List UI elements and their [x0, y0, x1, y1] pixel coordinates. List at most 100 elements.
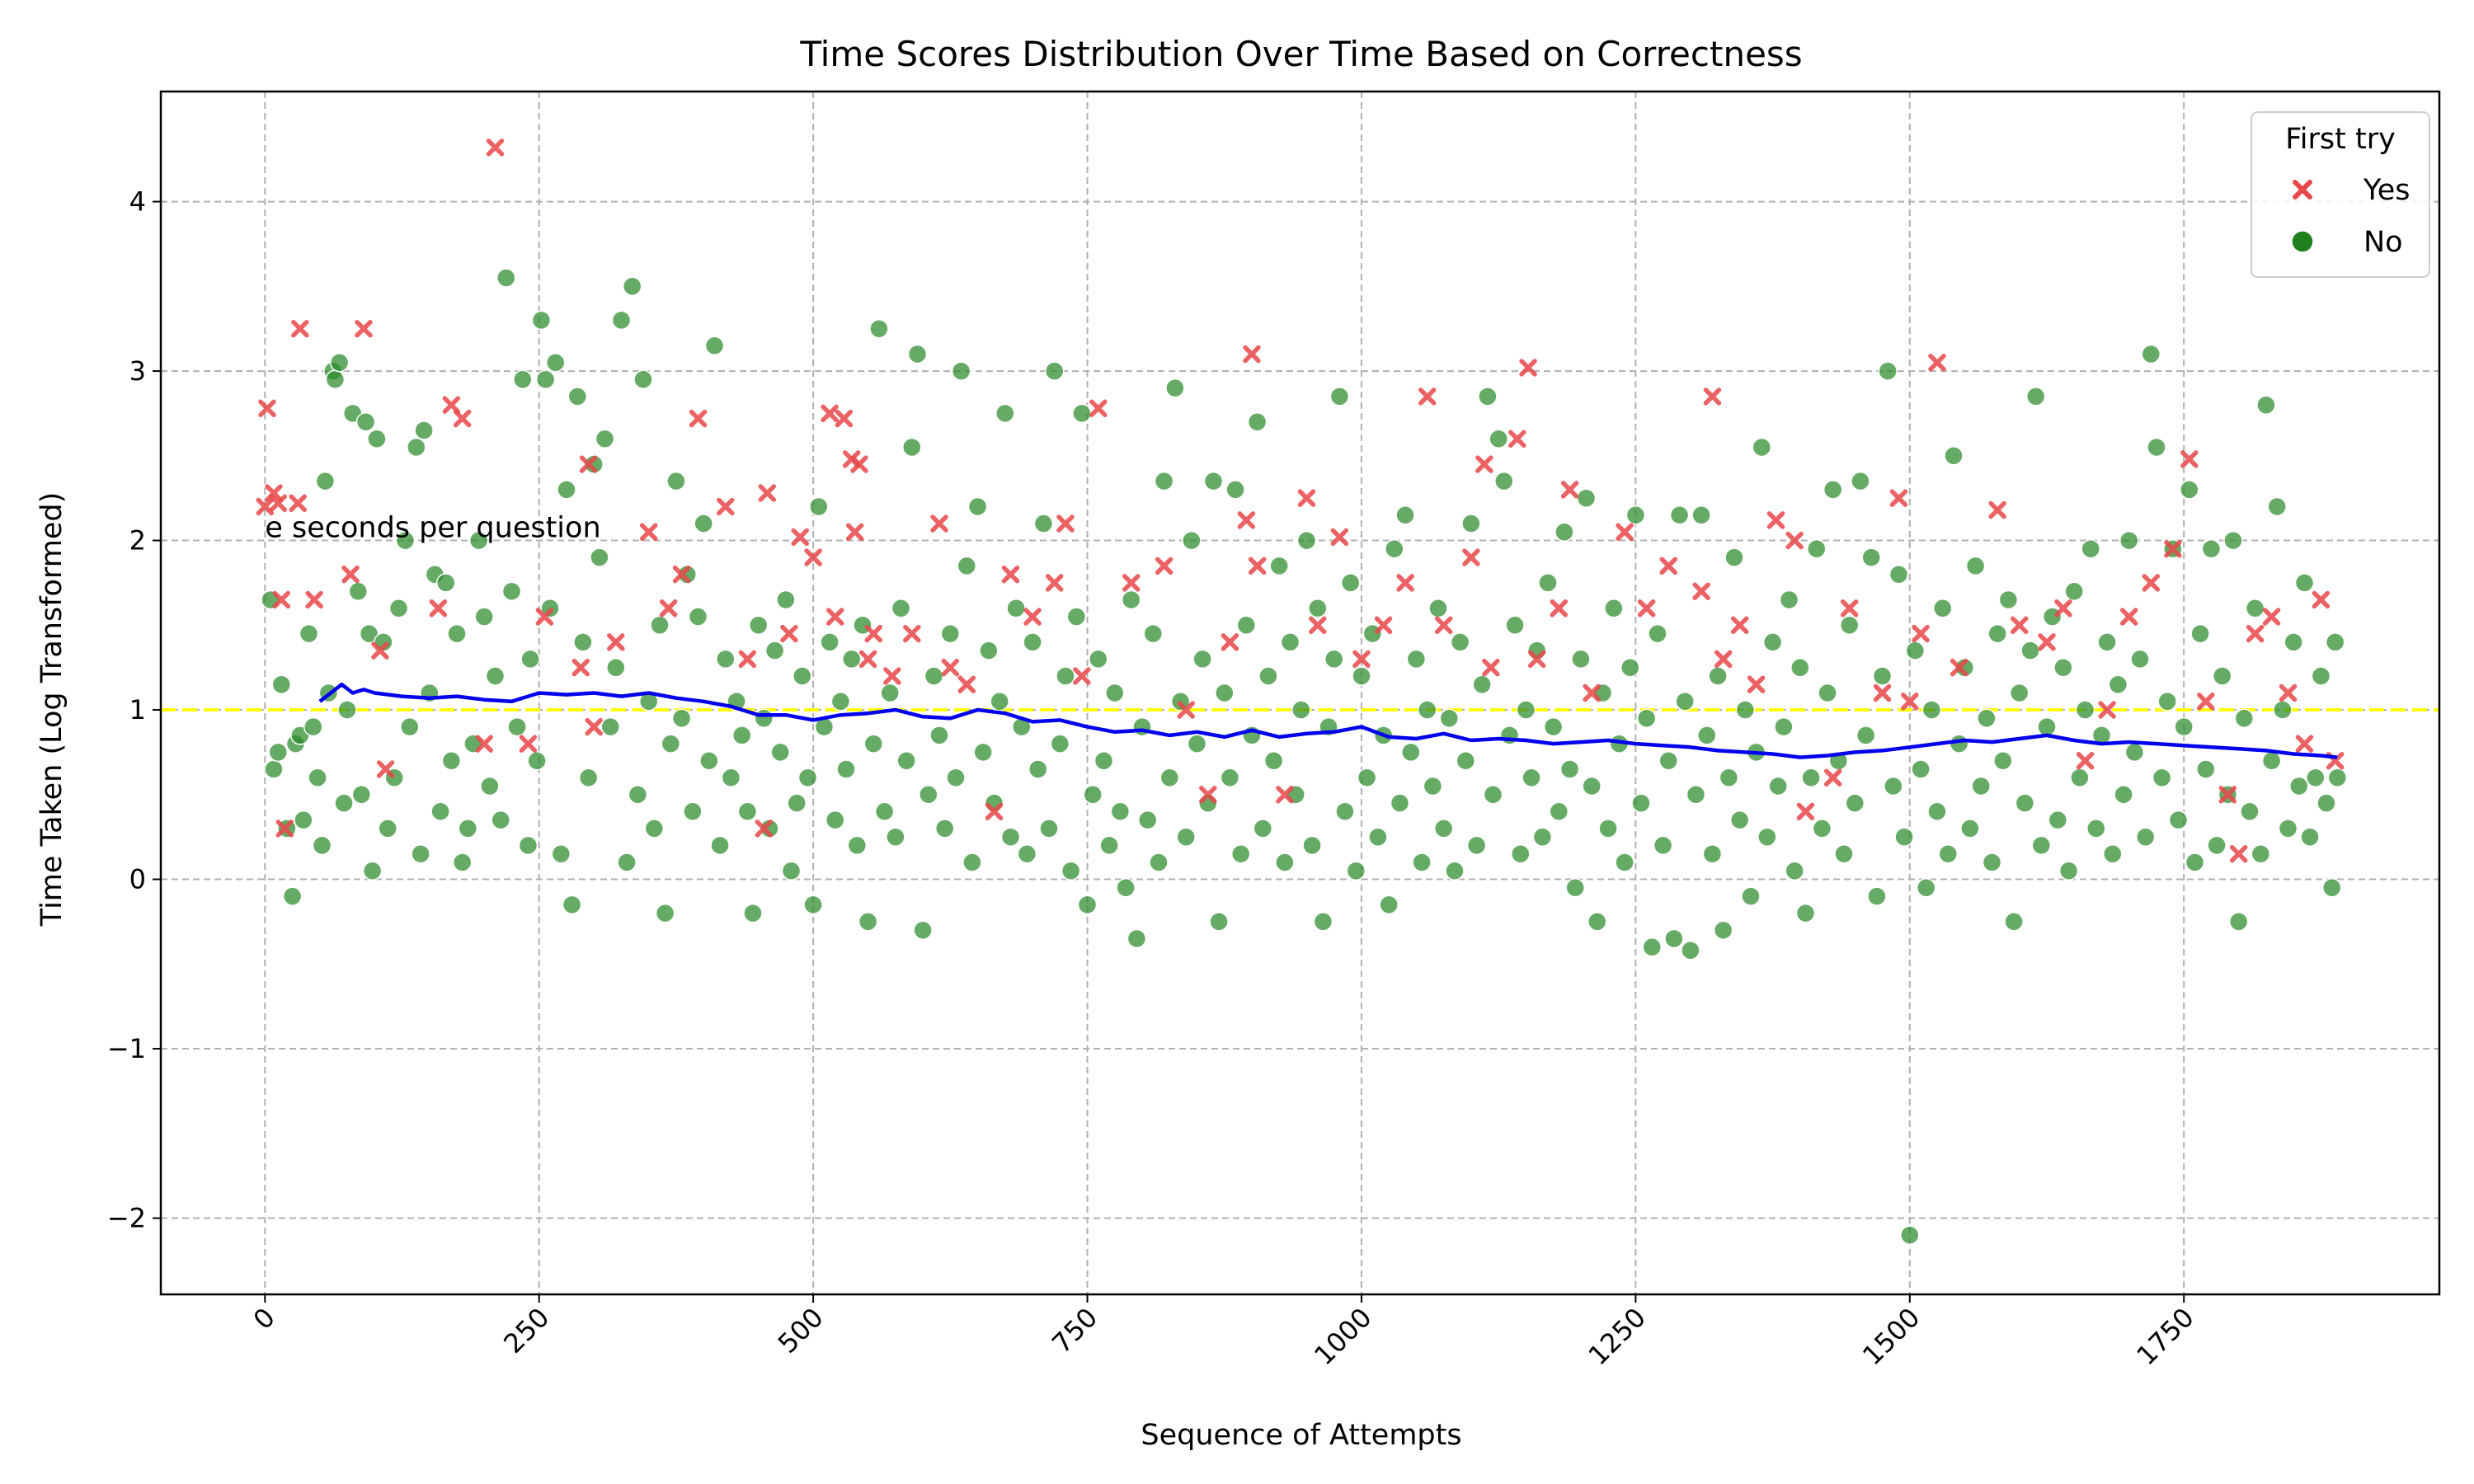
point-no [1795, 903, 1816, 923]
point-no [1653, 835, 1673, 856]
point-yes [1796, 802, 1815, 821]
point-no [590, 547, 609, 567]
point-no [793, 666, 812, 686]
point-no [1401, 742, 1421, 763]
point-no [1072, 403, 1092, 424]
point-no [973, 742, 993, 763]
point-no [435, 573, 456, 593]
point-no [1839, 615, 1860, 636]
point-no [2278, 819, 2298, 838]
point-no [2251, 843, 2271, 864]
point-yes [442, 396, 461, 414]
point-yes [1155, 556, 1174, 575]
point-no [1395, 505, 1415, 525]
point-no [1987, 623, 2007, 644]
point-no [2081, 539, 2100, 559]
point-no [1505, 615, 1525, 636]
point-no [584, 454, 604, 474]
point-no [367, 429, 387, 449]
point-no [2245, 599, 2265, 618]
annotation-text: e seconds per question [265, 511, 600, 544]
point-no [1872, 666, 1893, 686]
point-no [754, 708, 774, 729]
point-no [2223, 530, 2243, 551]
point-no [1511, 843, 1531, 864]
point-no [2097, 632, 2117, 652]
point-no [1845, 793, 1865, 813]
point-no [1445, 861, 1465, 881]
point-no [1478, 387, 1498, 406]
point-no [1203, 471, 1224, 491]
point-yes [2312, 590, 2331, 609]
point-yes [1396, 574, 1414, 592]
point-no [699, 750, 719, 771]
point-no [1230, 843, 1251, 864]
point-yes [1297, 489, 1316, 507]
point-no [1159, 768, 1180, 787]
point-no [1269, 556, 1289, 576]
point-yes [1659, 556, 1678, 575]
point-no [633, 369, 653, 390]
point-no [743, 903, 763, 923]
point-no [1642, 937, 1663, 957]
point-no [1729, 810, 1750, 830]
point-yes [1045, 574, 1064, 592]
point-no [694, 514, 713, 533]
point-no [1878, 361, 1898, 381]
point-no [1818, 683, 1837, 703]
point-yes [607, 633, 625, 651]
point-no [513, 369, 533, 390]
point-no [2256, 395, 2276, 415]
point-no [874, 801, 895, 822]
point-no [924, 666, 944, 686]
point-yes [930, 514, 948, 533]
point-no [704, 336, 725, 355]
point-no [847, 835, 868, 856]
point-no [1280, 632, 1300, 652]
rolling-mean-line [318, 682, 2338, 759]
point-yes [1692, 582, 1710, 600]
point-yes [1616, 523, 1634, 542]
point-no [351, 785, 372, 805]
point-yes [258, 399, 276, 418]
point-no [407, 437, 426, 458]
point-no [1335, 801, 1355, 822]
point-yes [1023, 608, 1042, 626]
point-no [1757, 827, 1777, 847]
y-axis-label: Time Taken (Log Transformed) [35, 492, 68, 927]
point-no [2004, 912, 2024, 932]
point-no [1960, 819, 1980, 838]
point-no [1182, 530, 1202, 551]
point-yes [2076, 751, 2095, 770]
point-no [1867, 886, 1887, 906]
point-yes [1550, 599, 1569, 618]
point-no [617, 852, 637, 872]
point-no [770, 742, 790, 763]
legend-marker-no [2291, 230, 2314, 253]
point-no [1554, 522, 1574, 542]
point-yes [1928, 354, 1946, 372]
point-yes [755, 819, 774, 838]
point-no [1302, 835, 1322, 856]
point-no [1346, 861, 1366, 881]
point-no [2311, 666, 2331, 686]
point-yes [1418, 387, 1437, 406]
point-no [737, 801, 758, 822]
point-no [1247, 411, 1268, 432]
point-no [886, 827, 905, 847]
point-no [1390, 793, 1410, 813]
legend-label-yes: Yes [2363, 174, 2411, 207]
point-yes [1730, 616, 1749, 635]
point-no [1675, 692, 1695, 711]
point-no [2147, 437, 2166, 458]
point-no [907, 344, 928, 364]
point-no [1823, 480, 1843, 500]
point-yes [1988, 500, 2006, 519]
point-no [1587, 912, 1607, 932]
point-no [1121, 589, 1141, 610]
point-no [1472, 674, 1492, 694]
point-no [474, 607, 494, 627]
point-no [1774, 716, 1794, 737]
point-no [1598, 819, 1618, 838]
point-no [1724, 547, 1744, 567]
